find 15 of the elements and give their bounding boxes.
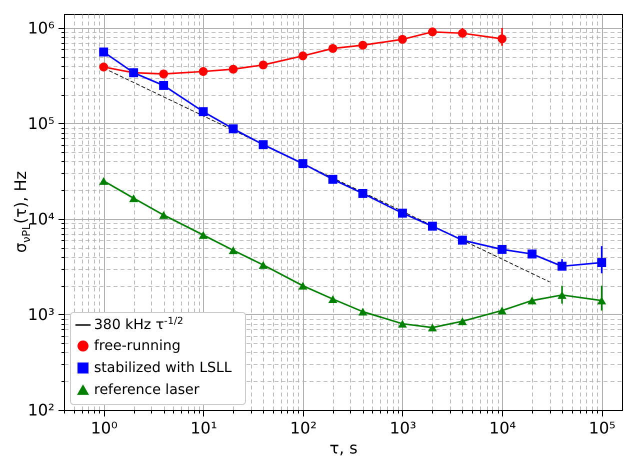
x-tick-label: 10³: [390, 418, 416, 438]
y-tick-label: 10⁶: [28, 18, 54, 38]
x-tick-label: 10²: [290, 418, 317, 438]
x-tick-label: 10⁰: [90, 418, 118, 438]
legend-label: free-running: [94, 338, 181, 354]
legend-label: stabilized with LSLL: [94, 360, 232, 376]
x-tick-label: 10¹: [190, 418, 218, 438]
y-tick-label: 10⁵: [28, 114, 54, 133]
legend-label: 380 kHz τ$^{-1/2}$: [94, 316, 184, 333]
legend-label: reference laser: [94, 382, 200, 398]
x-tick-label: 10⁴: [489, 418, 516, 438]
x-axis-title: τ, s: [329, 438, 358, 458]
y-tick-label: 10³: [28, 304, 54, 324]
y-tick-label: 10²: [28, 400, 54, 420]
x-tick-label: 10⁵: [588, 418, 616, 438]
